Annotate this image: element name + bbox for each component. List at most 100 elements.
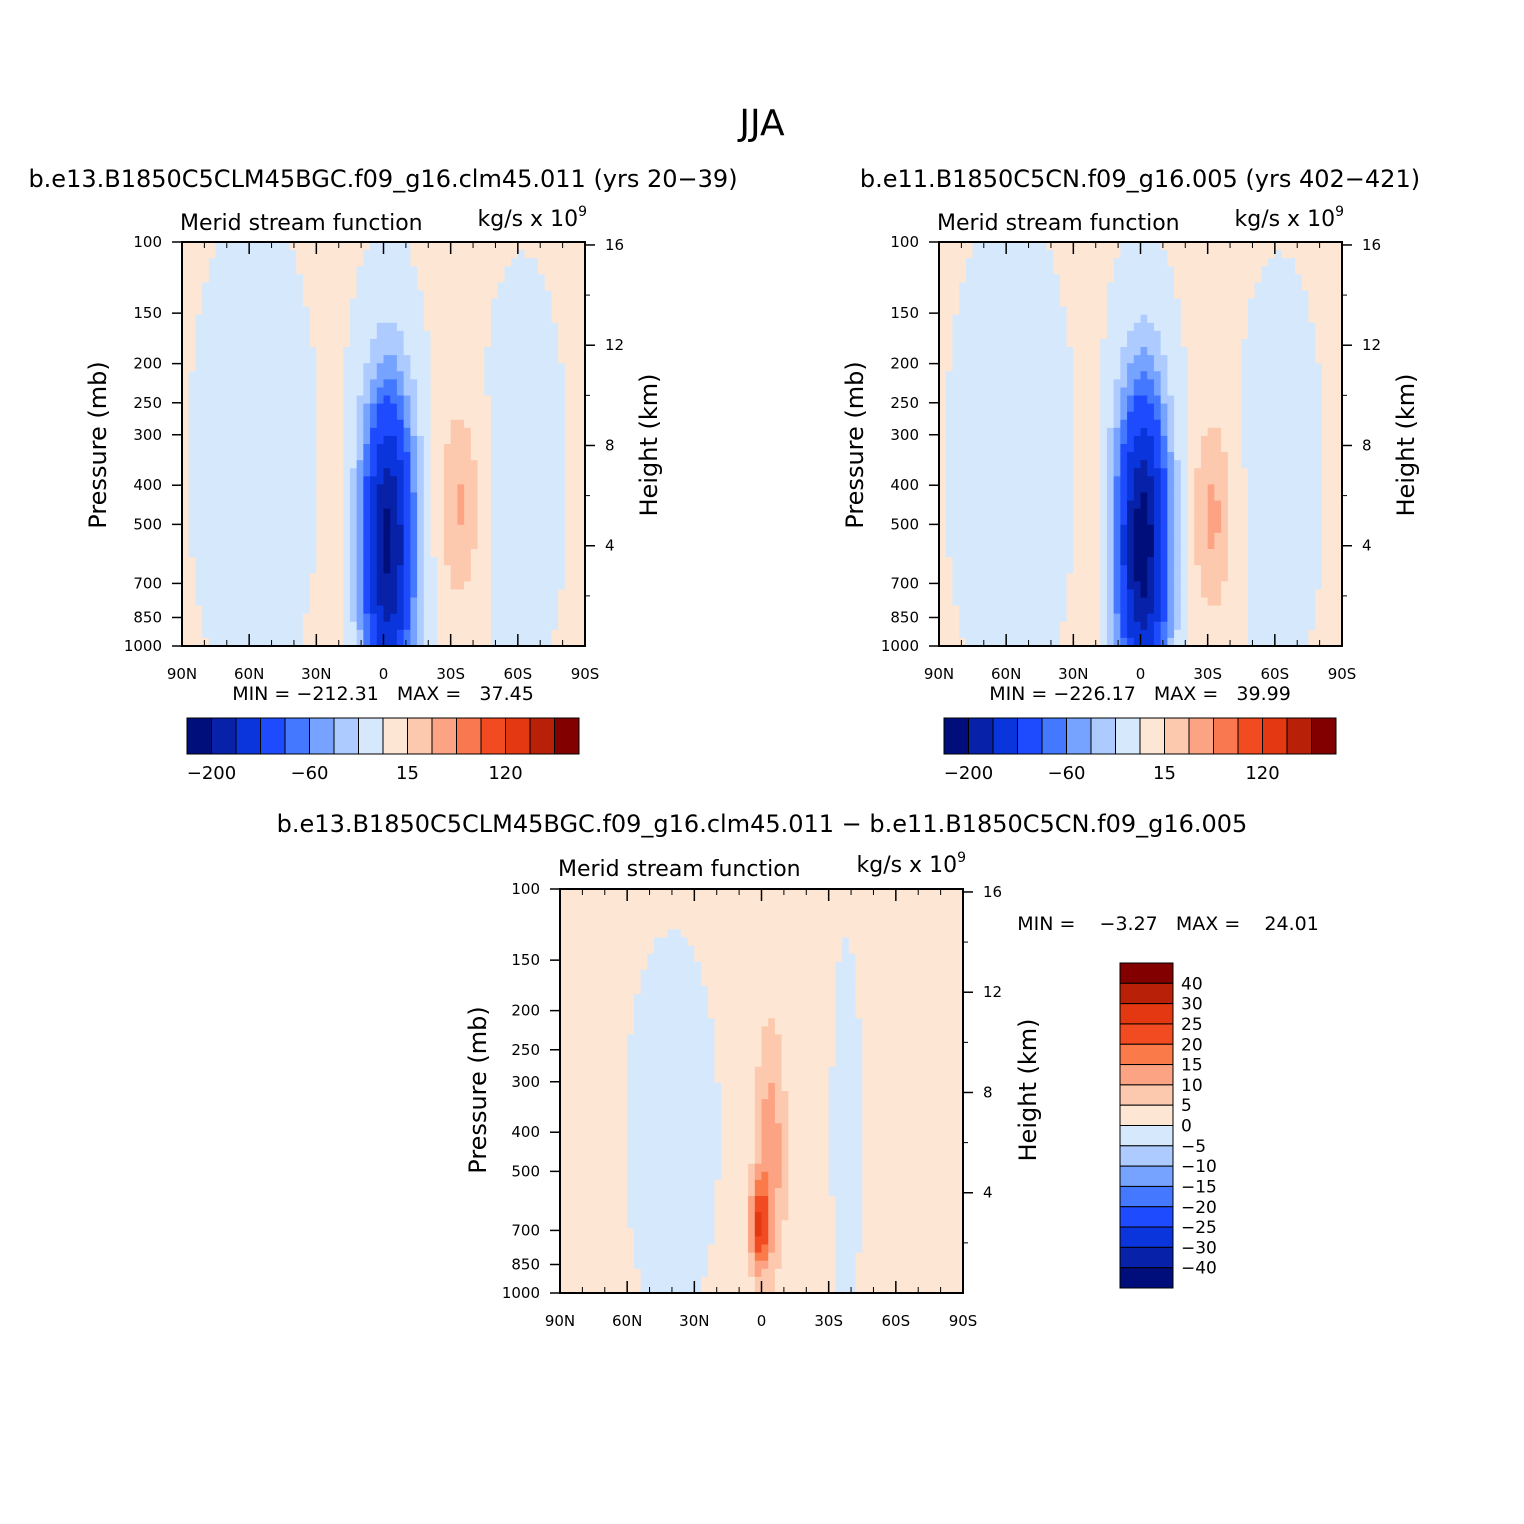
field-cell [504,444,512,453]
field-cell [1241,347,1249,356]
field-cell [1221,330,1229,340]
field-cell [1140,274,1148,283]
field-cell [959,347,967,356]
field-cell [255,330,264,340]
field-cell [390,282,398,292]
field-cell [249,266,257,275]
field-cell [497,557,505,566]
field-cell [1247,444,1256,453]
field-cell [242,250,250,259]
field-cell [349,565,358,574]
field-cell [1059,476,1068,485]
field-cell [477,524,485,534]
field-cell [470,621,479,631]
field-cell [383,298,391,308]
field-cell [1328,395,1336,405]
field-cell [370,549,378,558]
field-cell [1187,322,1195,332]
field-cell [1194,419,1202,429]
colorbar-box [186,717,212,755]
field-cell [1294,298,1303,308]
field-cell [1321,371,1330,380]
field-cell [269,427,277,437]
field-cell [343,314,351,324]
field-cell [571,387,579,397]
field-cell [1066,403,1074,413]
field-cell [370,621,378,631]
field-cell [1308,411,1316,421]
field-cell [1288,355,1296,364]
field-cell [1241,403,1249,413]
field-cell [1261,258,1269,267]
colorbar-box [431,717,457,755]
field-cell [1059,419,1068,429]
field-cell [276,347,284,356]
field-cell [477,621,485,631]
field-cell [1254,427,1262,437]
colorbar-box [309,717,335,755]
field-cell [202,363,210,372]
field-cell [1321,379,1330,389]
field-cell [517,322,526,332]
field-cell [1086,492,1095,502]
field-cell [965,403,974,413]
field-cell [531,347,539,356]
field-cell [551,629,559,639]
field-cell [504,395,512,405]
field-cell [430,573,438,582]
field-cell [208,524,217,534]
field-cell [1180,290,1189,300]
field-cell [1066,460,1074,469]
field-cell [1160,363,1168,372]
field-cell [249,314,257,324]
field-cell [965,282,974,292]
field-cell [1274,282,1283,292]
field-cell [208,274,217,283]
field-cell [999,347,1007,356]
field-cell [410,347,418,356]
field-cell [349,484,358,494]
field-cell [403,637,411,647]
field-cell [423,250,432,259]
field-cell [349,508,358,518]
field-cell [1066,444,1074,453]
field-cell [1153,322,1162,332]
field-cell [417,395,425,405]
field-cell [965,484,974,494]
field-cell [1335,411,1343,421]
field-cell [517,492,526,502]
field-cell [1221,484,1229,494]
field-cell [992,306,1001,316]
field-cell [349,637,358,647]
field-cell [1127,427,1135,437]
field-cell [390,322,398,332]
field-cell [255,347,264,356]
field-cell [1180,484,1189,494]
field-cell [470,266,479,275]
field-cell [537,355,546,364]
field-cell [363,282,371,292]
field-cell [403,589,411,599]
field-cell [484,411,492,421]
field-cell [1147,371,1155,380]
field-cell [537,613,546,623]
field-cell [316,565,324,574]
field-cell [1288,363,1296,372]
field-cell [511,476,519,485]
field-cell [986,452,994,461]
field-cell [1294,484,1303,494]
field-cell [484,403,492,413]
field-cell [457,452,465,461]
right-string: kg/s x 109 [1234,204,1344,232]
field-cell [383,637,391,647]
field-cell [383,492,391,502]
field-cell [544,411,553,421]
field-cell [390,492,398,502]
field-cell [329,452,338,461]
field-cell [329,379,338,389]
field-cell [450,290,458,300]
field-cell [578,581,586,591]
field-cell [437,306,445,316]
field-cell [490,557,499,566]
field-cell [551,363,559,372]
